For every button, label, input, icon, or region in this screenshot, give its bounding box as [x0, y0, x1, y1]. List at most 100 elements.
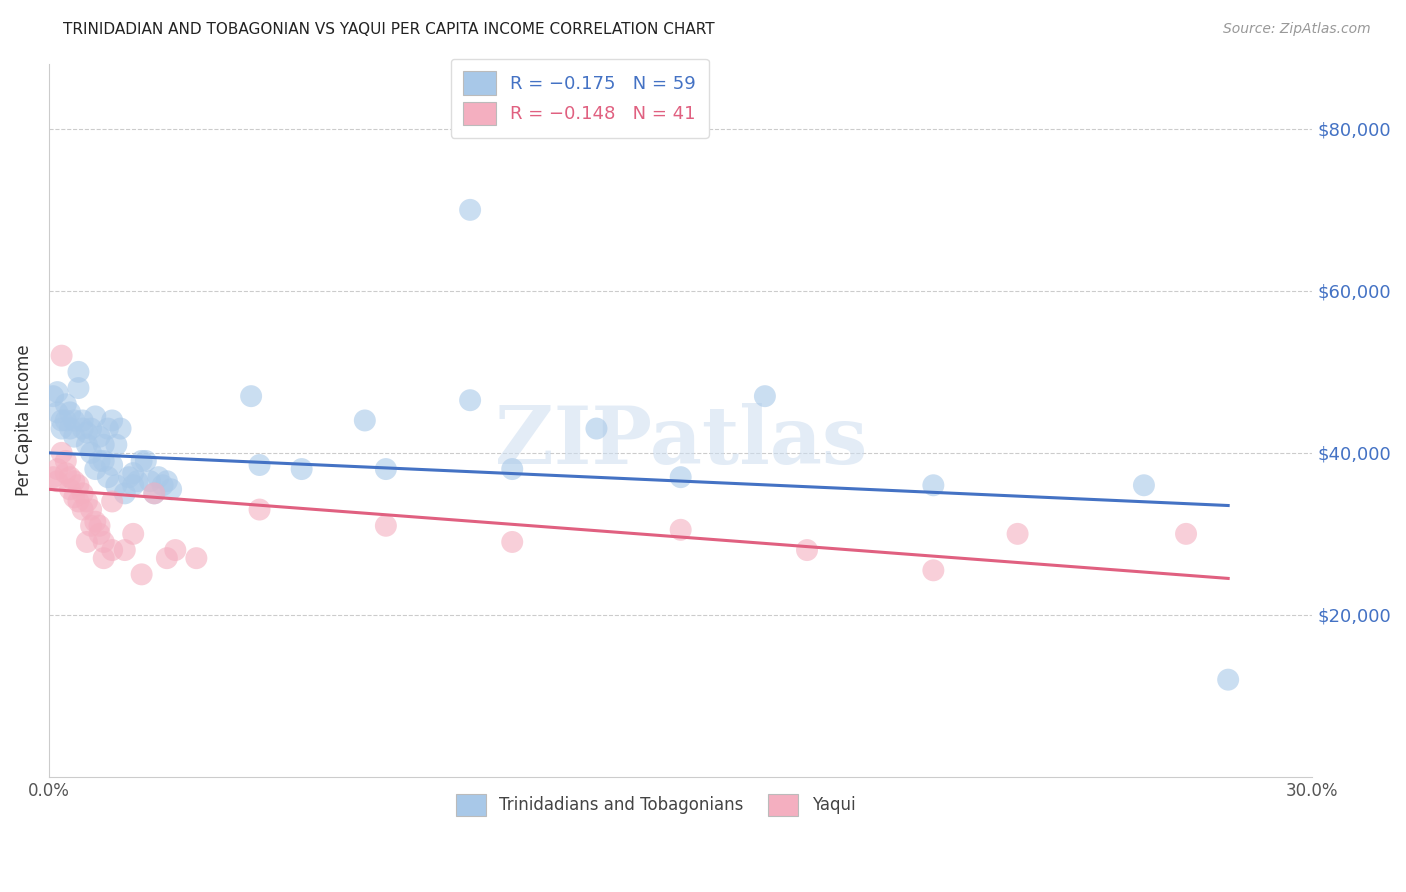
Point — [55, 413, 77, 427]
Point — [84, 515, 107, 529]
Point — [59, 405, 82, 419]
Point — [72, 421, 94, 435]
Point — [97, 421, 120, 435]
Point — [89, 454, 111, 468]
Point — [110, 421, 132, 435]
Point — [80, 421, 103, 435]
Point — [72, 502, 94, 516]
Point — [796, 543, 818, 558]
Point — [59, 483, 82, 497]
Point — [118, 470, 141, 484]
Point — [67, 381, 90, 395]
Point — [249, 502, 271, 516]
Point — [63, 430, 86, 444]
Point — [131, 567, 153, 582]
Point — [67, 494, 90, 508]
Point — [249, 458, 271, 472]
Point — [105, 478, 128, 492]
Point — [922, 478, 945, 492]
Point — [55, 397, 77, 411]
Point — [143, 486, 166, 500]
Point — [291, 462, 314, 476]
Point — [80, 518, 103, 533]
Point — [669, 470, 692, 484]
Point — [76, 494, 98, 508]
Point — [374, 518, 396, 533]
Point — [139, 474, 162, 488]
Point — [51, 446, 73, 460]
Point — [55, 454, 77, 468]
Point — [89, 518, 111, 533]
Point — [46, 462, 69, 476]
Point — [122, 478, 145, 492]
Point — [240, 389, 263, 403]
Point — [55, 466, 77, 480]
Point — [93, 535, 115, 549]
Point — [67, 478, 90, 492]
Point — [67, 365, 90, 379]
Point — [669, 523, 692, 537]
Point — [754, 389, 776, 403]
Point — [114, 543, 136, 558]
Point — [46, 385, 69, 400]
Point — [156, 474, 179, 488]
Point — [135, 454, 157, 468]
Point — [1007, 527, 1029, 541]
Point — [46, 474, 69, 488]
Point — [76, 438, 98, 452]
Point — [1218, 673, 1240, 687]
Point — [51, 413, 73, 427]
Point — [42, 470, 65, 484]
Point — [156, 551, 179, 566]
Point — [585, 421, 607, 435]
Point — [42, 389, 65, 403]
Point — [114, 486, 136, 500]
Point — [160, 483, 183, 497]
Point — [122, 527, 145, 541]
Point — [105, 438, 128, 452]
Text: Source: ZipAtlas.com: Source: ZipAtlas.com — [1223, 22, 1371, 37]
Point — [165, 543, 187, 558]
Point — [501, 535, 523, 549]
Point — [1175, 527, 1198, 541]
Point — [458, 202, 481, 217]
Text: ZIPatlas: ZIPatlas — [495, 403, 868, 481]
Point — [1133, 478, 1156, 492]
Legend: Trinidadians and Tobagonians, Yaqui: Trinidadians and Tobagonians, Yaqui — [446, 784, 865, 826]
Point — [93, 438, 115, 452]
Point — [80, 502, 103, 516]
Point — [72, 486, 94, 500]
Point — [101, 543, 124, 558]
Point — [89, 430, 111, 444]
Point — [72, 413, 94, 427]
Point — [46, 405, 69, 419]
Point — [374, 462, 396, 476]
Point — [122, 466, 145, 480]
Point — [152, 478, 174, 492]
Point — [59, 470, 82, 484]
Point — [76, 425, 98, 440]
Point — [63, 413, 86, 427]
Point — [51, 421, 73, 435]
Point — [922, 563, 945, 577]
Point — [63, 491, 86, 505]
Y-axis label: Per Capita Income: Per Capita Income — [15, 344, 32, 496]
Point — [63, 474, 86, 488]
Point — [353, 413, 375, 427]
Point — [101, 413, 124, 427]
Point — [97, 470, 120, 484]
Point — [93, 454, 115, 468]
Text: TRINIDADIAN AND TOBAGONIAN VS YAQUI PER CAPITA INCOME CORRELATION CHART: TRINIDADIAN AND TOBAGONIAN VS YAQUI PER … — [63, 22, 714, 37]
Point — [143, 486, 166, 500]
Point — [59, 421, 82, 435]
Point — [51, 349, 73, 363]
Point — [127, 474, 149, 488]
Point — [101, 494, 124, 508]
Point — [186, 551, 208, 566]
Point — [89, 527, 111, 541]
Point — [131, 454, 153, 468]
Point — [84, 409, 107, 424]
Point — [148, 470, 170, 484]
Point — [458, 393, 481, 408]
Point — [84, 462, 107, 476]
